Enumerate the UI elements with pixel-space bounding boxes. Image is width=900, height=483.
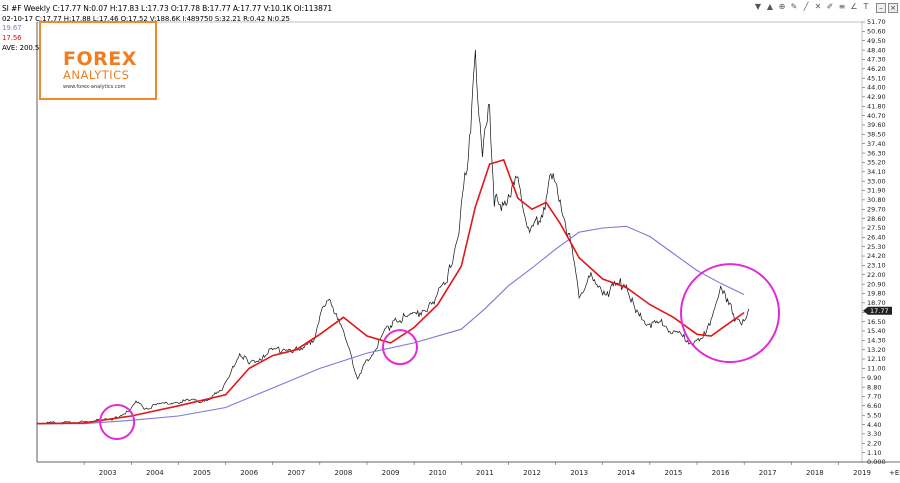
y-tick-label: 23.10: [867, 262, 886, 270]
gann-icon[interactable]: ∠: [850, 2, 858, 11]
y-tick-label: 4.40: [867, 421, 881, 429]
y-tick-label: 49.50: [867, 37, 886, 45]
arrow-down-icon[interactable]: ▼: [754, 2, 762, 11]
y-tick-label: 7.70: [867, 393, 881, 401]
x-tick-label: 2012: [523, 469, 541, 477]
y-tick-label: 30.80: [867, 196, 886, 204]
x-tick-label: 2016: [712, 469, 730, 477]
y-tick-label: 5.50: [867, 411, 881, 419]
y-tick-label: 18.70: [867, 299, 886, 307]
y-tick-label: 14.30: [867, 336, 886, 344]
y-tick-label: 2.20: [867, 439, 881, 447]
y-tick-label: 33.00: [867, 177, 886, 185]
last-price-label: 17.77: [870, 307, 889, 315]
logo-url: www.forex-analytics.com: [63, 84, 126, 90]
x-tick-label: 2018: [806, 469, 824, 477]
y-tick-label: 51.70: [867, 18, 886, 26]
ma-long-series: [37, 225, 745, 425]
cross-icon[interactable]: ✕: [814, 2, 822, 11]
y-tick-label: 38.50: [867, 131, 886, 139]
x-tick-label: 2005: [193, 469, 211, 477]
forex-analytics-logo: FOREX ANALYTICS www.forex-analytics.com: [39, 21, 157, 100]
scroll-end-marker[interactable]: +ES: [889, 469, 900, 477]
y-tick-label: 36.30: [867, 149, 886, 157]
y-tick-label: 20.90: [867, 280, 886, 288]
y-tick-label: 19.80: [867, 290, 886, 298]
y-tick-label: 1.10: [867, 449, 881, 457]
y-tick-label: 42.90: [867, 93, 886, 101]
text-icon[interactable]: T: [863, 2, 869, 11]
y-tick-label: 25.30: [867, 243, 886, 251]
x-tick-label: 2006: [240, 469, 258, 477]
y-tick-label: 50.60: [867, 28, 886, 36]
draw-icon[interactable]: ✐: [826, 2, 834, 11]
x-tick-label: 2017: [759, 469, 777, 477]
y-tick-label: 31.90: [867, 187, 886, 195]
ma-short-series: [36, 158, 745, 425]
ma-short-value: 17.56: [2, 34, 22, 42]
logo-brand-line1: FOREX: [63, 48, 137, 70]
highlight-circle: [99, 404, 136, 440]
y-tick-label: 45.10: [867, 74, 886, 82]
y-tick-label: 40.70: [867, 112, 886, 120]
y-tick-label: 24.20: [867, 252, 886, 260]
zoom-icon[interactable]: ⊕: [778, 2, 786, 11]
y-tick-label: 0.000: [867, 458, 886, 466]
chart-header-bar-info: 02-10-17 C:17.77 H:17.88 L:17.46 O:17.52…: [2, 15, 290, 23]
chart-toolbar: ▼ ▲ ⊕ ✎ ╱ ✕ ✐ ≡ ∠ T: [754, 3, 870, 13]
fib-icon[interactable]: ≡: [838, 2, 846, 11]
y-tick-label: 28.60: [867, 215, 886, 223]
chart-header-quote: SI #F Weekly C:17.77 N:0.07 H:17.83 L:17…: [2, 4, 333, 13]
y-tick-label: 12.10: [867, 355, 886, 363]
y-tick-label: 39.60: [867, 121, 886, 129]
x-tick-label: 2019: [853, 469, 871, 477]
x-tick-label: 2013: [570, 469, 588, 477]
y-tick-label: 27.50: [867, 224, 886, 232]
x-tick-label: 2003: [99, 469, 117, 477]
y-tick-label: 9.90: [867, 374, 881, 382]
y-tick-label: 47.30: [867, 56, 886, 64]
y-tick-label: 34.10: [867, 168, 886, 176]
y-tick-label: 15.40: [867, 327, 886, 335]
plot-area: [36, 21, 863, 463]
arrow-up-icon[interactable]: ▲: [766, 2, 774, 11]
y-tick-label: 44.00: [867, 84, 886, 92]
y-tick-label: 3.30: [867, 430, 881, 438]
highlight-circle: [382, 329, 418, 366]
x-tick-label: 2008: [335, 469, 353, 477]
x-tick-label: 2015: [665, 469, 683, 477]
x-tick-label: 2014: [617, 469, 635, 477]
last-price-tag: [863, 306, 892, 315]
pen-icon[interactable]: ✎: [790, 2, 798, 11]
x-tick-label: 2011: [476, 469, 494, 477]
x-tick-label: 2009: [382, 469, 400, 477]
y-tick-label: 11.00: [867, 365, 886, 373]
y-tick-label: 29.70: [867, 205, 886, 213]
window-controls: – ×: [876, 3, 898, 13]
ma-long-value: 19.67: [2, 24, 22, 32]
y-tick-label: 8.80: [867, 383, 881, 391]
y-tick-label: 41.80: [867, 102, 886, 110]
x-tick-label: 2010: [429, 469, 447, 477]
x-tick-label: 2004: [146, 469, 164, 477]
x-tick-label: 2007: [287, 469, 305, 477]
y-tick-label: 22.00: [867, 271, 886, 279]
highlight-circle: [680, 263, 780, 364]
minimize-icon[interactable]: –: [876, 3, 886, 13]
y-tick-label: 48.40: [867, 46, 886, 54]
ave-value: AVE: 200.56: [2, 44, 44, 52]
y-tick-label: 16.50: [867, 318, 886, 326]
y-tick-label: 13.20: [867, 346, 886, 354]
price-series: [36, 49, 750, 425]
y-tick-label: 46.20: [867, 65, 886, 73]
logo-brand-line2: ANALYTICS: [63, 68, 130, 82]
y-tick-label: 35.20: [867, 159, 886, 167]
y-tick-label: 26.40: [867, 234, 886, 242]
line-icon[interactable]: ╱: [803, 2, 809, 11]
close-icon[interactable]: ×: [888, 3, 898, 13]
y-tick-label: 6.60: [867, 402, 881, 410]
y-tick-label: 37.40: [867, 140, 886, 148]
